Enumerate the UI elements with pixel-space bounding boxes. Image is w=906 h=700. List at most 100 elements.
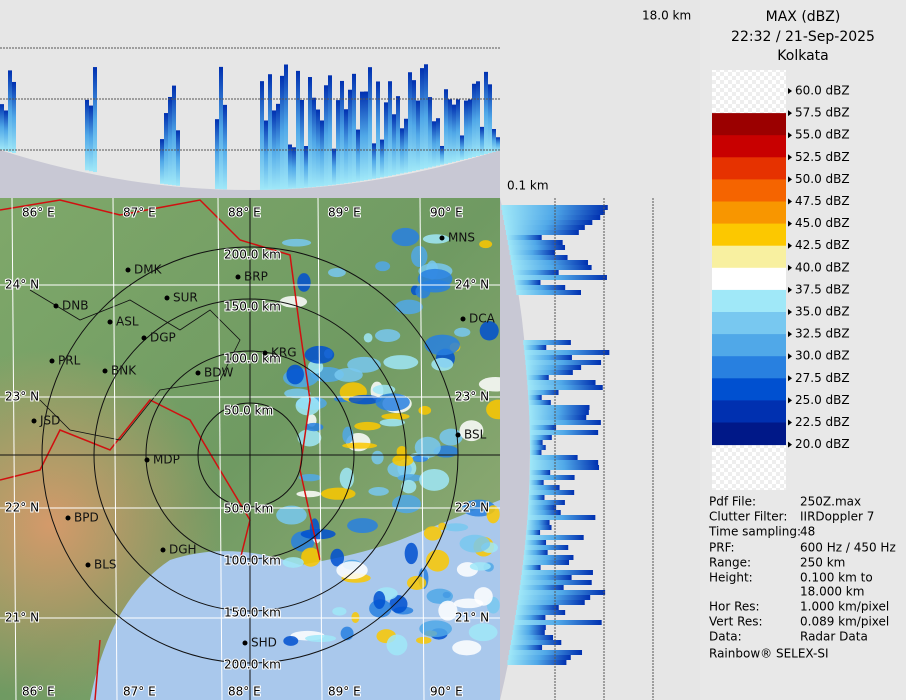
city-label: DNB bbox=[62, 299, 88, 313]
meridian bbox=[112, 198, 118, 700]
level-label: 37.5 dBZ bbox=[795, 282, 850, 296]
echo-column bbox=[219, 66, 223, 190]
echo-cell bbox=[404, 542, 418, 565]
level-label: 20.0 dBZ bbox=[795, 437, 850, 451]
tick-arrow bbox=[788, 132, 792, 139]
echo-cell bbox=[419, 468, 450, 491]
tick-arrow bbox=[788, 264, 792, 271]
echo-row bbox=[520, 580, 592, 585]
echo-cell bbox=[423, 526, 442, 541]
echo-column bbox=[93, 67, 97, 173]
echo-row bbox=[507, 660, 567, 665]
echo-row bbox=[512, 630, 545, 635]
echo-row bbox=[509, 250, 556, 255]
echo-row bbox=[518, 595, 591, 600]
echo-column bbox=[168, 96, 172, 185]
info-key: Hor Res: bbox=[709, 600, 760, 614]
info-value: 1.000 km/pixel bbox=[800, 600, 889, 614]
echo-cell bbox=[347, 518, 378, 534]
echo-cell bbox=[486, 505, 500, 524]
echo-cell bbox=[391, 227, 420, 247]
echo-column bbox=[488, 84, 492, 154]
city-label: DGH bbox=[169, 543, 197, 557]
range-label: 50.0 km bbox=[224, 404, 273, 418]
echo-cell bbox=[486, 399, 500, 420]
level-label: 40.0 dBZ bbox=[795, 260, 850, 274]
echo-row bbox=[529, 410, 589, 415]
echo-cell bbox=[276, 505, 307, 525]
echo-cell bbox=[363, 333, 373, 343]
echo-column bbox=[332, 148, 336, 185]
level-label: 45.0 dBZ bbox=[795, 216, 850, 230]
echo-column bbox=[372, 143, 376, 179]
info-key: Clutter Filter: bbox=[709, 510, 787, 524]
meridian bbox=[217, 198, 223, 700]
echo-row bbox=[516, 605, 559, 610]
echo-cell bbox=[381, 413, 410, 420]
echo-cell bbox=[443, 523, 469, 532]
tick-arrow bbox=[788, 441, 792, 448]
tick-arrow bbox=[788, 110, 792, 117]
echo-column bbox=[268, 74, 272, 190]
info-value: 0.100 km to bbox=[800, 571, 873, 585]
echo-column bbox=[344, 109, 348, 184]
echo-row bbox=[521, 575, 572, 580]
echo-column bbox=[468, 99, 472, 158]
echo-row bbox=[514, 280, 541, 285]
echo-column bbox=[172, 85, 176, 186]
echo-column bbox=[288, 144, 292, 189]
echo-column bbox=[420, 68, 424, 170]
echo-column bbox=[336, 100, 340, 185]
echo-column bbox=[380, 139, 384, 178]
tick-arrow bbox=[788, 220, 792, 227]
range-label: 200.0 km bbox=[224, 658, 281, 672]
map: 86° E 86° E 87° E 87° E 88° E 88° E 89° E 89° E… bbox=[0, 198, 500, 700]
echo-cell bbox=[401, 479, 417, 494]
echo-row bbox=[529, 415, 587, 420]
color-band bbox=[712, 179, 786, 202]
echo-column bbox=[436, 118, 440, 166]
echo-column bbox=[368, 67, 372, 180]
echo-cell bbox=[478, 376, 500, 392]
echo-row bbox=[526, 370, 573, 375]
echo-row bbox=[508, 245, 566, 250]
echo-row bbox=[524, 545, 569, 550]
city-label: JSD bbox=[39, 414, 60, 428]
echo-column bbox=[416, 100, 420, 171]
echo-cell bbox=[321, 487, 356, 500]
echo-cell bbox=[424, 334, 460, 356]
level-label: 60.0 dBZ bbox=[795, 84, 850, 98]
echo-cell bbox=[479, 321, 499, 341]
color-band bbox=[712, 422, 786, 446]
echo-cell bbox=[469, 562, 491, 571]
echo-row bbox=[524, 355, 572, 360]
city-label: MDP bbox=[153, 453, 180, 467]
echo-cell bbox=[386, 634, 408, 656]
echo-cell bbox=[298, 473, 322, 482]
echo-row bbox=[510, 255, 568, 260]
map-labels: 86° E 86° E 87° E 87° E 88° E 88° E 89° E 89° E… bbox=[4, 205, 496, 700]
echo-column bbox=[472, 83, 476, 158]
echo-row bbox=[515, 615, 546, 620]
echo-column bbox=[408, 72, 412, 172]
range-label: 150.0 km bbox=[224, 300, 281, 314]
lon-label: 86° E bbox=[22, 685, 55, 699]
echo-row bbox=[513, 275, 607, 280]
color-band bbox=[712, 91, 786, 114]
echo-cell bbox=[417, 268, 453, 289]
city-dot bbox=[439, 235, 445, 241]
echo-cell bbox=[330, 548, 345, 567]
echo-cell bbox=[392, 494, 422, 514]
echo-column bbox=[428, 97, 432, 168]
top-grid bbox=[0, 47, 500, 151]
color-band bbox=[712, 201, 786, 225]
districts bbox=[29, 289, 241, 441]
echo-column bbox=[376, 81, 380, 179]
echo-row bbox=[517, 600, 585, 605]
echo-row bbox=[519, 585, 564, 590]
echo-cell bbox=[283, 636, 299, 646]
echo-column bbox=[456, 99, 460, 161]
echo-row bbox=[524, 550, 548, 555]
echo-column bbox=[360, 91, 364, 181]
info-value: 18.000 km bbox=[800, 585, 864, 599]
